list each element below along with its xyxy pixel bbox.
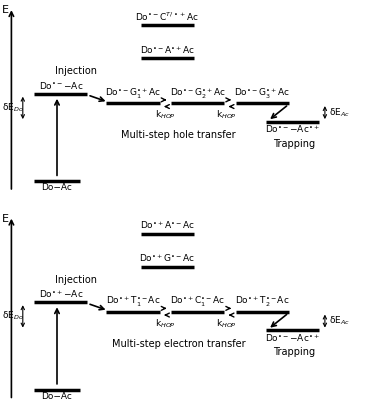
Text: Do$^{\bullet-}$G$_3^{\bullet+}$Ac: Do$^{\bullet-}$G$_3^{\bullet+}$Ac [234,86,290,101]
Text: Do$^{\bullet+}$−Ac: Do$^{\bullet+}$−Ac [38,288,83,300]
Text: E: E [2,5,9,15]
Text: Do$^{\bullet-}$A$^{\bullet+}$Ac: Do$^{\bullet-}$A$^{\bullet+}$Ac [139,44,195,56]
Text: Do$^{\bullet+}$G$^{\bullet-}$Ac: Do$^{\bullet+}$G$^{\bullet-}$Ac [139,253,195,264]
Text: Do$^{\bullet+}$T$_2^{\bullet-}$Ac: Do$^{\bullet+}$T$_2^{\bullet-}$Ac [235,295,290,309]
Text: δE$_{Do}$: δE$_{Do}$ [2,101,24,113]
Text: Trapping: Trapping [274,138,315,148]
Text: Do$^{\bullet-}$G$_1^{\bullet+}$Ac: Do$^{\bullet-}$G$_1^{\bullet+}$Ac [105,86,161,101]
Text: Multi-step electron transfer: Multi-step electron transfer [112,339,245,349]
Text: δE$_{Ac}$: δE$_{Ac}$ [329,315,350,327]
Text: δE$_{Do}$: δE$_{Do}$ [2,310,24,322]
Text: Do$^{\bullet-}$−Ac$^{\bullet+}$: Do$^{\bullet-}$−Ac$^{\bullet+}$ [265,332,320,344]
Text: k$_{HOP}$: k$_{HOP}$ [155,317,176,330]
Text: Do$^{\bullet-}$−Ac: Do$^{\bullet-}$−Ac [38,80,83,91]
Text: Do$^{\bullet-}$C$^{T/\bullet+}$Ac: Do$^{\bullet-}$C$^{T/\bullet+}$Ac [135,10,199,23]
Text: Do$^{\bullet+}$C$_1^{\bullet-}$Ac: Do$^{\bullet+}$C$_1^{\bullet-}$Ac [170,295,225,309]
Text: E: E [2,214,9,224]
Text: Do$^{\bullet-}$G$_2^{\bullet+}$Ac: Do$^{\bullet-}$G$_2^{\bullet+}$Ac [169,86,226,101]
Text: Injection: Injection [55,66,97,76]
Text: Injection: Injection [55,275,97,284]
Text: k$_{HOP}$: k$_{HOP}$ [216,317,236,330]
Text: Trapping: Trapping [274,347,315,357]
Text: Do$^{\bullet-}$−Ac$^{\bullet+}$: Do$^{\bullet-}$−Ac$^{\bullet+}$ [265,123,320,136]
Text: Do$^{\bullet+}$A$^{\bullet-}$Ac: Do$^{\bullet+}$A$^{\bullet-}$Ac [139,219,195,231]
Text: k$_{HOP}$: k$_{HOP}$ [216,109,236,121]
Text: Do$^{\bullet+}$T$_1^{\bullet-}$Ac: Do$^{\bullet+}$T$_1^{\bullet-}$Ac [106,295,160,309]
Text: Multi-step hole transfer: Multi-step hole transfer [121,130,236,140]
Text: Do−Ac: Do−Ac [41,392,73,401]
Text: δE$_{Ac}$: δE$_{Ac}$ [329,106,350,119]
Text: Do−Ac: Do−Ac [41,183,73,192]
Text: k$_{HOP}$: k$_{HOP}$ [155,109,176,121]
